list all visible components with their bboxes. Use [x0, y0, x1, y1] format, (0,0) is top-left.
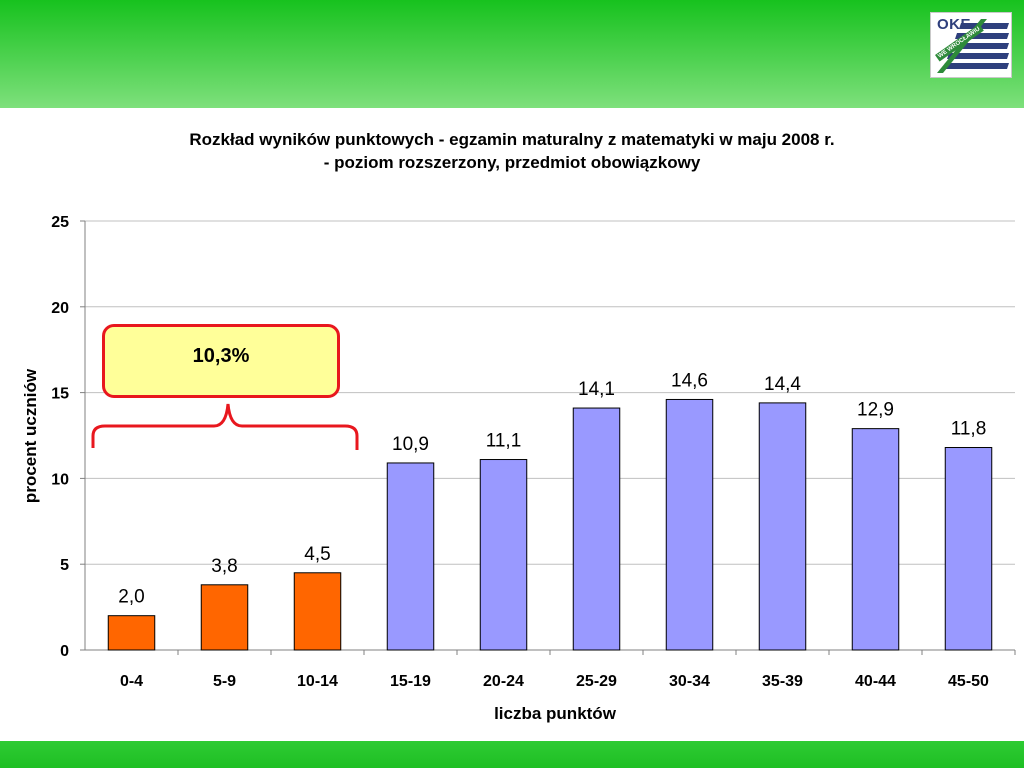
x-tick-label: 30-34 — [669, 673, 710, 690]
bar-0-4 — [107, 615, 156, 651]
data-label-45-50: 11,8 — [951, 419, 987, 440]
callout-value: 10,3% — [192, 344, 250, 367]
x-tick-label: 20-24 — [483, 673, 524, 690]
bar-35-39 — [758, 402, 807, 651]
y-tick-label: 10 — [51, 471, 69, 488]
bar-chart: 0 5 10 15 20 25 2,0 0-4 3,8 5-9 4,5 10-14 10,9 15-19 1… — [21, 214, 1016, 723]
bar-30-34 — [665, 398, 714, 651]
x-tick-label: 0-4 — [120, 673, 143, 690]
data-label-10-14: 4,5 — [304, 544, 330, 565]
bar-25-29 — [572, 407, 621, 651]
chart-title-line1: Rozkład wyników punktowych - egzamin mat… — [189, 130, 835, 149]
oke-logo: OKE WE WROCŁAWIU — [930, 12, 1012, 78]
data-label-25-29: 14,1 — [578, 379, 615, 400]
data-label-40-44: 12,9 — [857, 400, 894, 421]
x-tick-label: 45-50 — [948, 673, 989, 690]
x-tick-label: 35-39 — [762, 673, 803, 690]
bar-10-14 — [293, 572, 342, 651]
y-tick-label: 0 — [60, 643, 69, 660]
data-label-30-34: 14,6 — [671, 370, 708, 391]
x-tick-label: 25-29 — [576, 673, 617, 690]
data-label-0-4: 2,0 — [118, 587, 144, 608]
chart-title: Rozkład wyników punktowych - egzamin mat… — [0, 128, 1024, 174]
data-label-35-39: 14,4 — [764, 374, 801, 395]
x-axis-title: liczba punktów — [494, 704, 617, 723]
percentage-callout: 10,3% — [102, 324, 340, 398]
x-tick-label: 40-44 — [855, 673, 896, 690]
data-label-5-9: 3,8 — [211, 556, 237, 577]
y-tick-label: 15 — [51, 386, 69, 403]
y-tick-label: 5 — [60, 557, 69, 574]
data-label-15-19: 10,9 — [392, 434, 429, 455]
x-tick-label: 5-9 — [213, 673, 236, 690]
y-axis-title: procent uczniów — [21, 368, 40, 503]
data-label-20-24: 11,1 — [486, 431, 522, 452]
bar-45-50 — [944, 447, 993, 651]
bar-40-44 — [851, 428, 900, 651]
footer-band — [0, 741, 1024, 768]
x-tick-label: 10-14 — [297, 673, 338, 690]
chart-title-line2: - poziom rozszerzony, przedmiot obowiązk… — [323, 153, 701, 172]
bar-20-24 — [479, 459, 528, 651]
y-tick-label: 20 — [51, 300, 69, 317]
bar-5-9 — [200, 584, 249, 651]
header-band — [0, 0, 1024, 108]
y-tick-label: 25 — [51, 214, 69, 231]
x-tick-label: 15-19 — [390, 673, 431, 690]
bar-15-19 — [386, 462, 435, 651]
callout-brace — [91, 403, 359, 450]
